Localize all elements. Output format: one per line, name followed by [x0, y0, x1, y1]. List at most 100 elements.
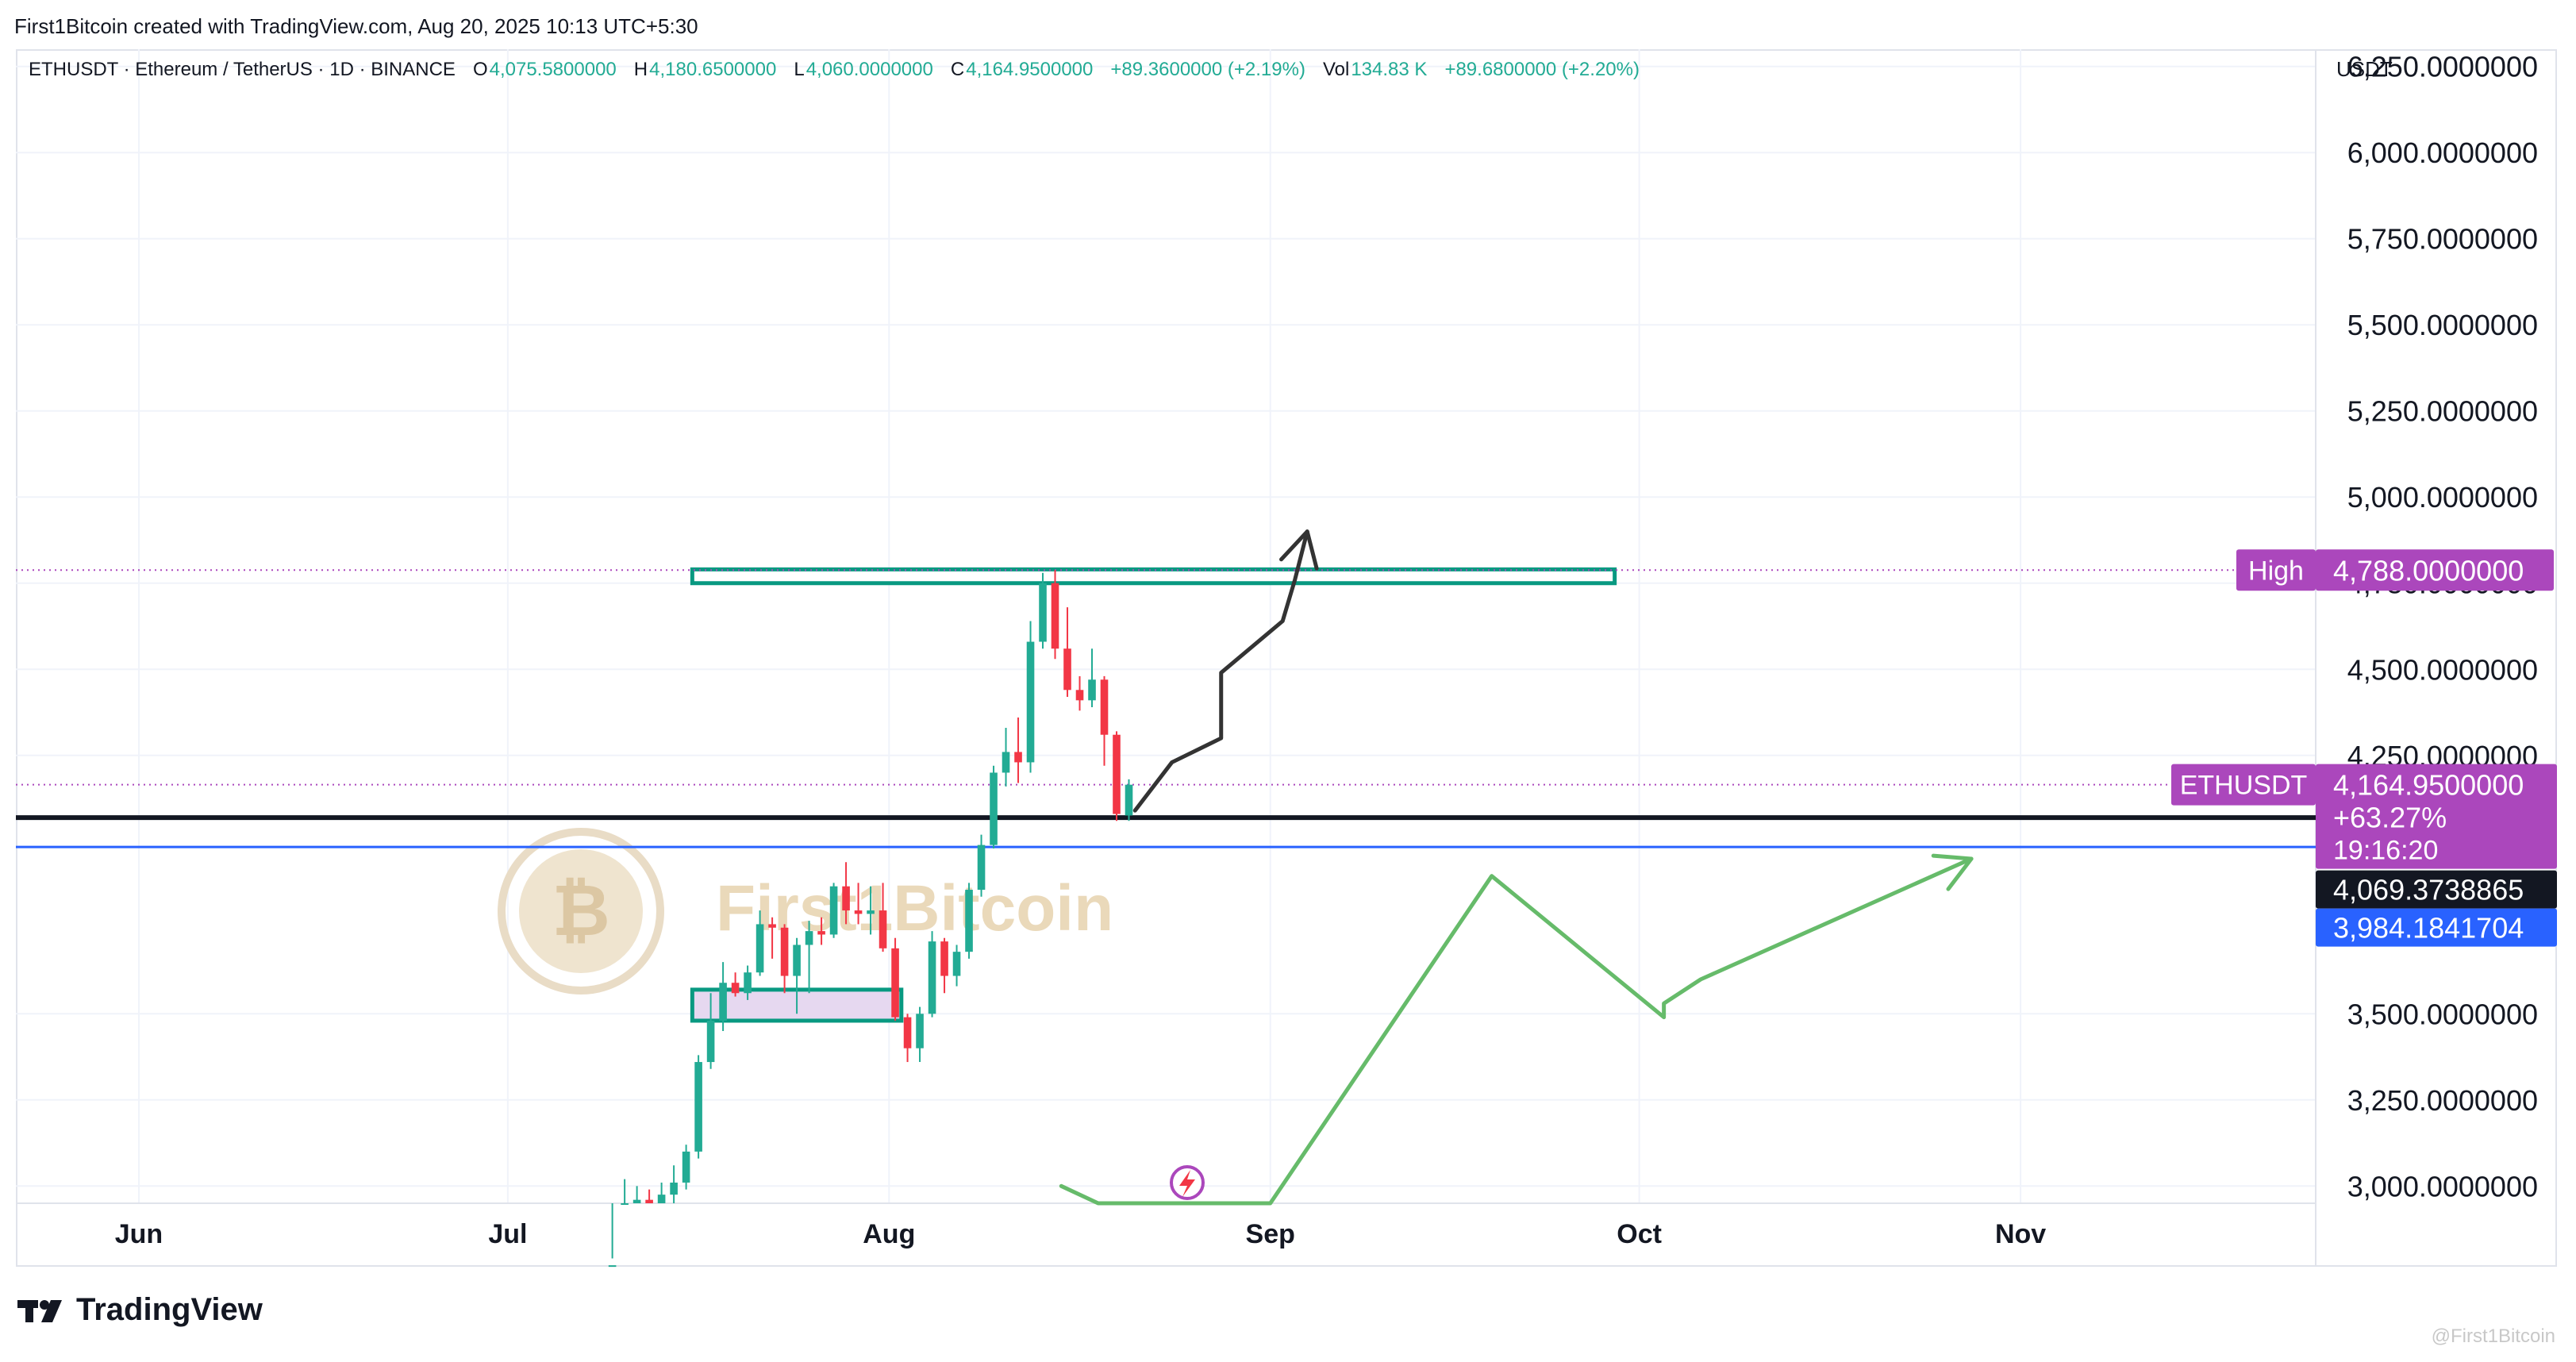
candle-body — [965, 890, 973, 952]
legend-vol-change: +89.6800000 (+2.20%) — [1444, 59, 1640, 80]
legend-open-key: O — [472, 59, 488, 80]
price-tick-label: 3,000.0000000 — [2347, 1170, 2538, 1202]
candle-body — [621, 1203, 629, 1205]
time-tick-label: Nov — [1995, 1219, 2046, 1249]
tradingview-logo[interactable]: TradingView — [17, 1292, 263, 1328]
candle — [916, 1006, 924, 1063]
corner-watermark: @First1Bitcoin — [2431, 1325, 2555, 1347]
time-tick-label: Jun — [115, 1219, 163, 1249]
legend-symbol: ETHUSDT · Ethereum / TetherUS · 1D · BIN… — [29, 59, 456, 80]
watermark-ring — [498, 828, 664, 995]
watermark-monogram: ₿ — [552, 871, 609, 951]
candle-body — [867, 910, 875, 914]
green-zigzag-arrow-head — [1931, 853, 1974, 891]
time-tick-label: Jul — [488, 1219, 527, 1249]
price-axis-currency: USDT — [2336, 57, 2393, 81]
zones — [690, 567, 1617, 1023]
candle-body — [731, 983, 740, 994]
legend-vol-key: Vol — [1322, 59, 1350, 80]
candle — [867, 886, 875, 935]
candle — [817, 917, 825, 945]
first1bitcoin-watermark: ₿ First1Bitcoin — [498, 828, 1113, 995]
horizontal-lines — [16, 569, 2316, 848]
price-tick-label: 5,500.0000000 — [2347, 309, 2538, 341]
blue-line-tag — [2316, 908, 2557, 947]
price-tick-label: 4,500.0000000 — [2347, 653, 2538, 686]
candles — [608, 570, 1133, 1268]
candle-body — [817, 931, 825, 935]
candle-body — [1063, 648, 1071, 691]
candle-body — [1039, 583, 1047, 642]
candle — [1039, 572, 1047, 649]
candle — [621, 1179, 629, 1205]
candle — [990, 765, 998, 848]
zone-1 — [690, 567, 1617, 586]
time-tick-label: Aug — [863, 1219, 915, 1249]
watermark-text: First1Bitcoin — [716, 872, 1113, 945]
candle — [829, 883, 838, 938]
ohlc-legend: ETHUSDT · Ethereum / TetherUS · 1D · BIN… — [29, 59, 1641, 81]
chart-frame[interactable] — [16, 49, 2557, 1267]
price-tick-label: 3,500.0000000 — [2347, 998, 2538, 1030]
drawings — [1059, 529, 1974, 1206]
candle-body — [842, 886, 850, 911]
candle-body — [744, 972, 752, 994]
candle-body — [719, 983, 727, 1021]
candle — [768, 917, 776, 959]
last-change-text: +63.27% — [2333, 802, 2447, 834]
legend-vol: 134.83 K — [1351, 59, 1428, 80]
candle — [977, 834, 986, 897]
blue-line-value: 3,984.1841704 — [2333, 912, 2524, 945]
legend-open: 4,075.5800000 — [489, 59, 617, 80]
chart-grid — [16, 49, 2316, 1267]
black-squiggle-arrow — [1132, 529, 1309, 813]
candle-body — [645, 1199, 653, 1203]
candle — [879, 883, 887, 952]
candle-body — [780, 927, 789, 976]
candle — [940, 937, 948, 994]
candle — [706, 993, 715, 1069]
candle — [842, 862, 850, 925]
high-value-tag — [2316, 549, 2554, 591]
candle-body — [977, 845, 986, 891]
green-zigzag-arrow — [1059, 856, 1974, 1206]
price-tick-label: 3,250.0000000 — [2347, 1084, 2538, 1117]
candle — [891, 937, 899, 1021]
candle — [657, 1182, 666, 1203]
candle-body — [1125, 784, 1133, 816]
candle — [965, 883, 973, 959]
candle-body — [657, 1195, 666, 1203]
candle — [805, 921, 813, 994]
candle-body — [682, 1151, 690, 1183]
lightning-icon — [1170, 1165, 1205, 1200]
candle-body — [990, 772, 998, 845]
candle — [694, 1055, 702, 1159]
candle — [1014, 718, 1022, 783]
candle-body — [670, 1182, 678, 1195]
candle — [1051, 570, 1059, 660]
last-price-tag — [2316, 764, 2557, 869]
candle — [793, 937, 801, 1014]
high-label-tag — [2236, 549, 2316, 591]
candle-body — [1088, 679, 1096, 701]
time-tick-label: Sep — [1246, 1219, 1295, 1249]
candle-body — [829, 886, 838, 935]
price-tick-label: 6,250.0000000 — [2347, 51, 2538, 83]
candle — [645, 1189, 653, 1203]
candle-body — [928, 941, 936, 1014]
candle-body — [879, 910, 887, 948]
candle-body — [916, 1014, 924, 1048]
candle-body — [694, 1062, 702, 1152]
candle-body — [1075, 690, 1084, 701]
legend-change: +89.3600000 (+2.19%) — [1110, 59, 1305, 80]
price-tick-label: 5,000.0000000 — [2347, 481, 2538, 514]
candle — [780, 924, 789, 994]
candle — [608, 1203, 617, 1268]
candle — [682, 1145, 690, 1190]
price-tick-label: 5,250.0000000 — [2347, 395, 2538, 428]
candle — [744, 965, 752, 1000]
candle-body — [1002, 752, 1010, 773]
candle-body — [706, 1020, 715, 1063]
